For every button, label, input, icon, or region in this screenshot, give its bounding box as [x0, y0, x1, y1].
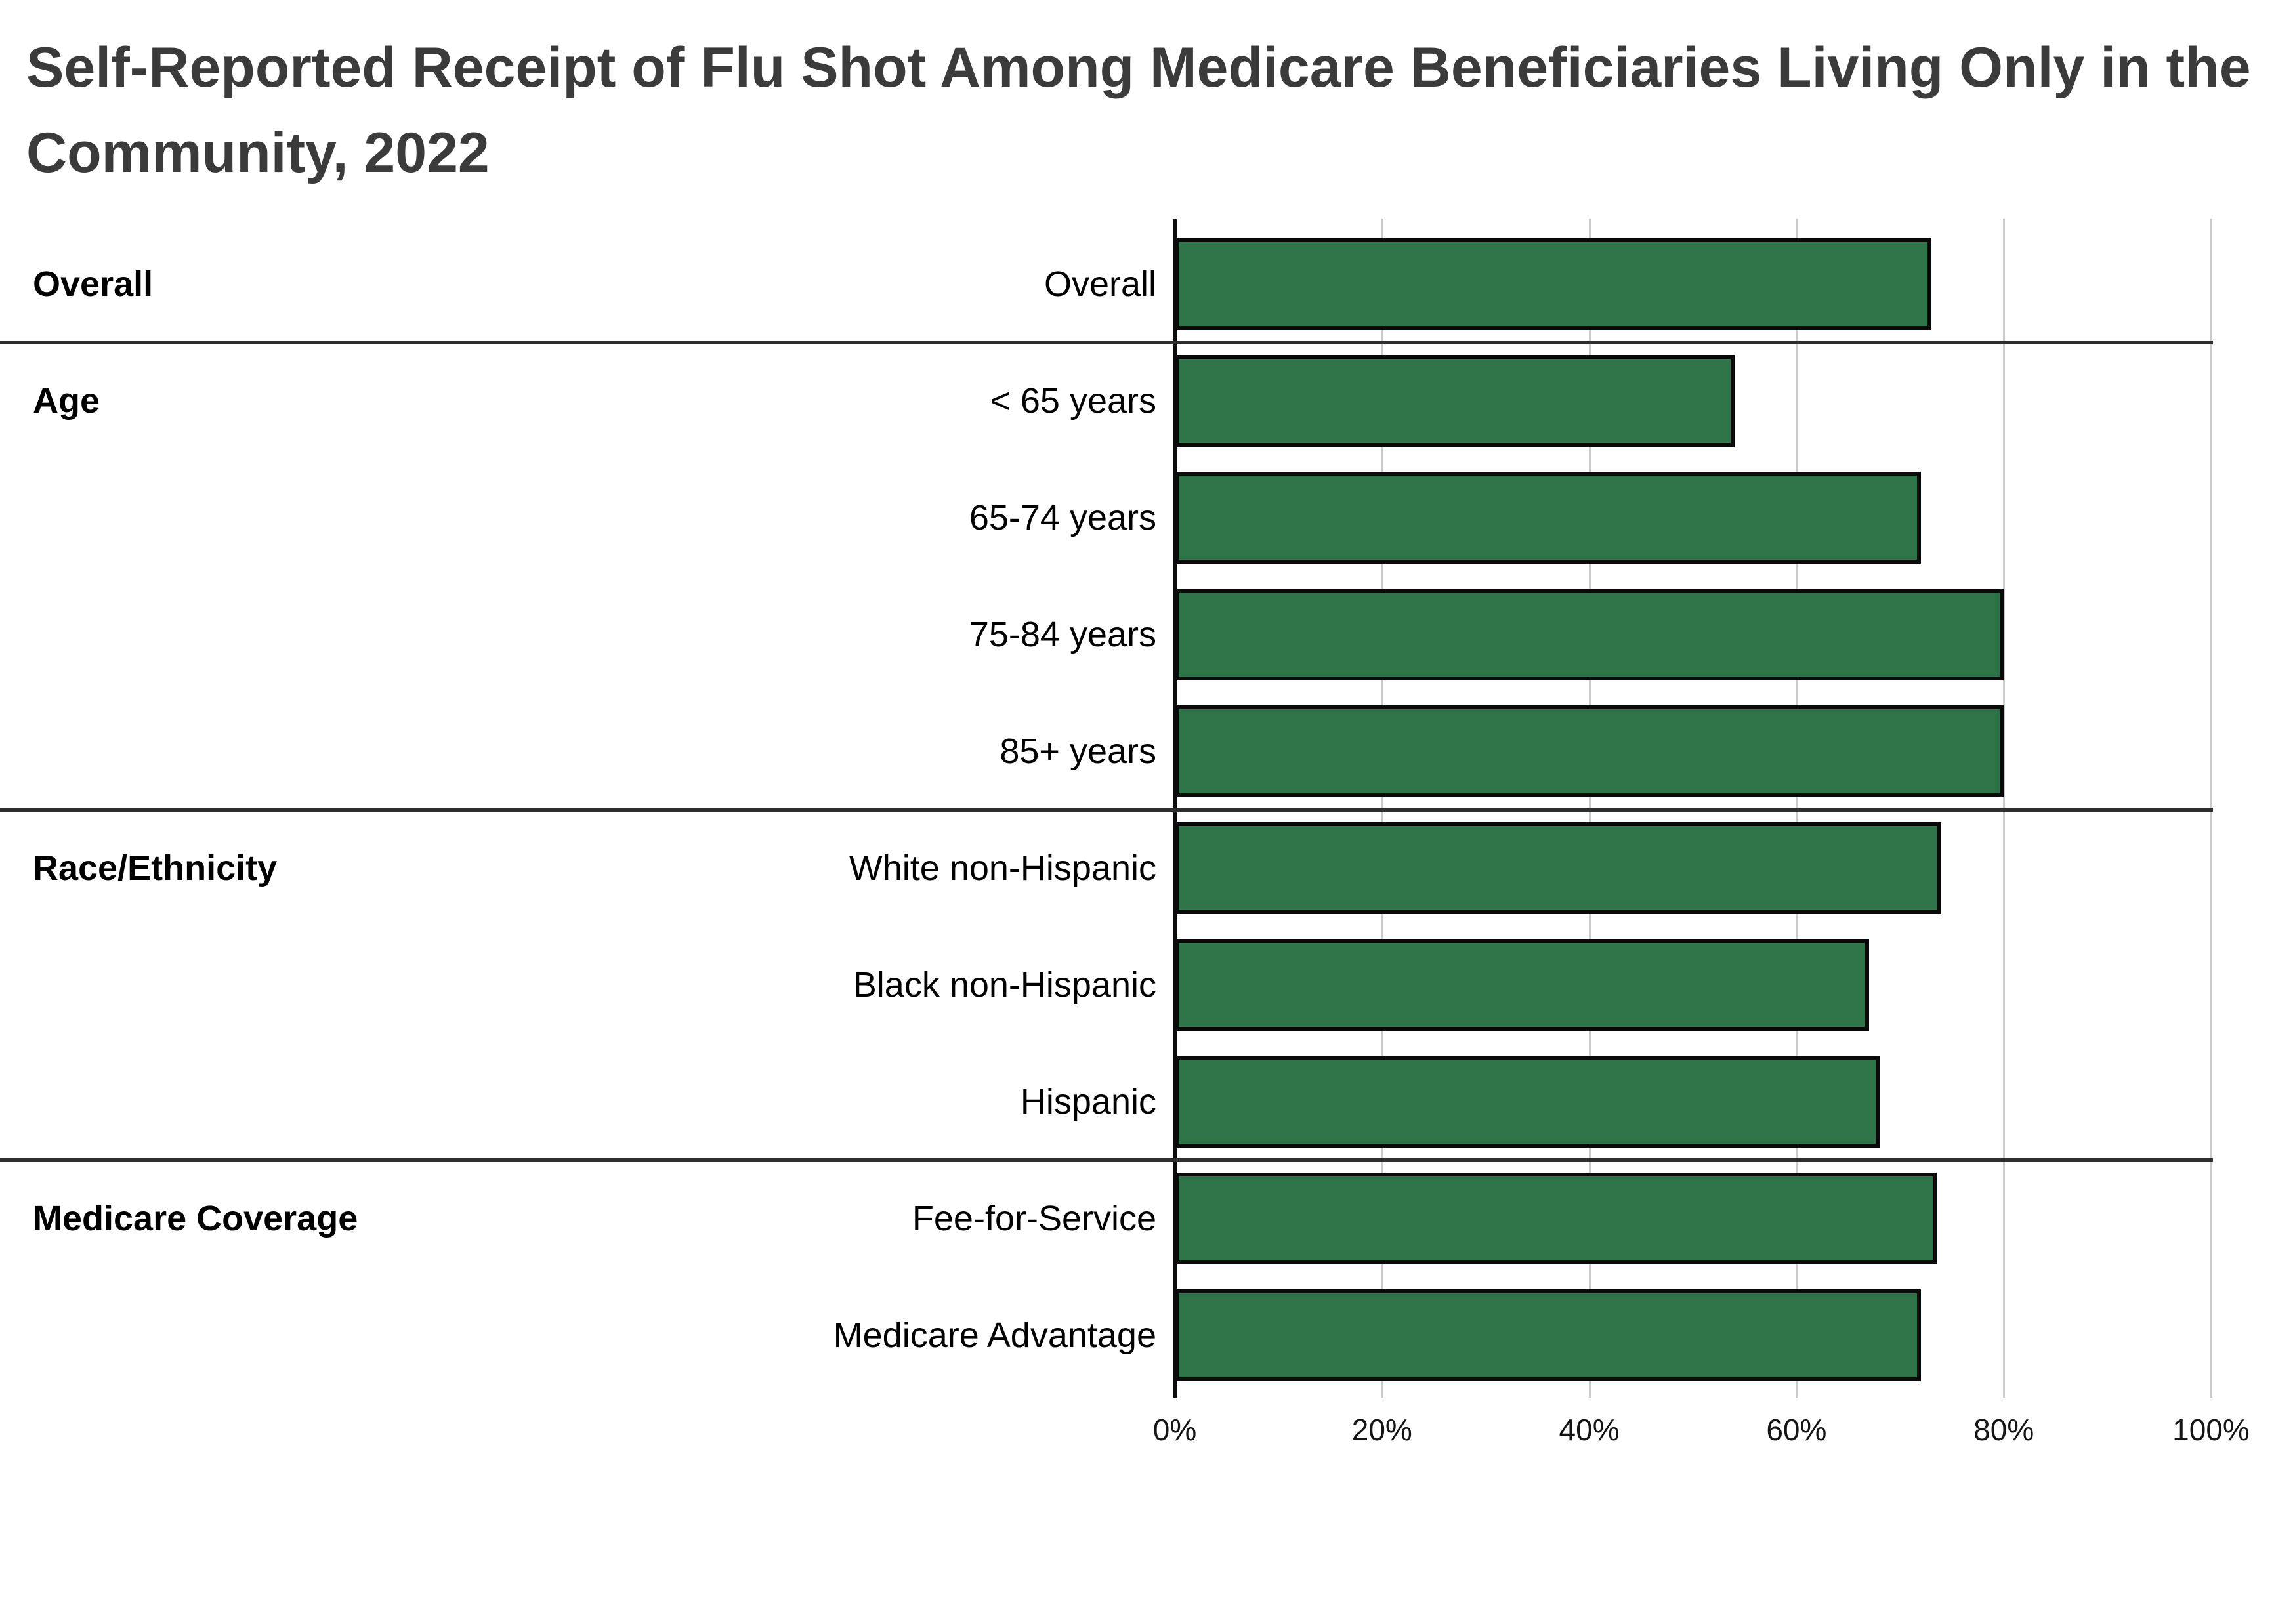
bar	[1175, 472, 1921, 564]
bar-row: 75-84 years	[0, 576, 2274, 693]
bar	[1175, 705, 2004, 797]
row-label: Overall	[1043, 264, 1156, 304]
bar-row: Age < 65 years	[0, 343, 2274, 459]
x-tick-label-20: 20%	[1351, 1413, 1412, 1447]
group-label: Medicare Coverage	[33, 1199, 358, 1238]
row-label: < 65 years	[990, 381, 1156, 421]
x-tick-label-100: 100%	[2172, 1413, 2250, 1447]
bar-row: Race/Ethnicity White non-Hispanic	[0, 810, 2274, 927]
bar	[1175, 1173, 1937, 1264]
x-tick-label-40: 40%	[1559, 1413, 1620, 1447]
bar-row: Medicare Coverage Fee-for-Service	[0, 1160, 2274, 1277]
x-tick-label-60: 60%	[1766, 1413, 1827, 1447]
bar	[1175, 1056, 1880, 1148]
row-label: 65-74 years	[969, 498, 1156, 537]
bar-row: Overall Overall	[0, 226, 2274, 343]
row-label: Black non-Hispanic	[853, 965, 1156, 1005]
group-label: Overall	[33, 264, 154, 304]
bar	[1175, 822, 1941, 914]
bar	[1175, 589, 2004, 680]
row-label: 75-84 years	[969, 615, 1156, 654]
row-label: Hispanic	[1020, 1082, 1156, 1121]
bar-row: Hispanic	[0, 1043, 2274, 1160]
group-label: Race/Ethnicity	[33, 848, 278, 888]
chart-title: Self-Reported Receipt of Flu Shot Among …	[26, 25, 2258, 196]
chart-title-line2: Community, 2022	[26, 121, 490, 184]
x-tick-label-0: 0%	[1152, 1413, 1197, 1447]
bar	[1175, 1289, 1921, 1381]
bar-row: Black non-Hispanic	[0, 927, 2274, 1043]
chart-title-line1: Self-Reported Receipt of Flu Shot Among …	[26, 36, 2251, 99]
bar	[1175, 238, 1931, 330]
group-separator	[0, 1158, 2213, 1162]
bar-row: Medicare Advantage	[0, 1277, 2274, 1394]
row-label: 85+ years	[1000, 732, 1156, 771]
bar	[1175, 939, 1869, 1031]
x-tick-label-80: 80%	[1973, 1413, 2034, 1447]
group-separator	[0, 341, 2213, 344]
row-label: White non-Hispanic	[849, 848, 1156, 888]
group-separator	[0, 808, 2213, 812]
bar-row: 65-74 years	[0, 459, 2274, 576]
bar	[1175, 355, 1735, 447]
row-label: Fee-for-Service	[912, 1199, 1156, 1238]
bar-row: 85+ years	[0, 693, 2274, 810]
group-label: Age	[33, 381, 100, 421]
row-label: Medicare Advantage	[833, 1316, 1156, 1355]
